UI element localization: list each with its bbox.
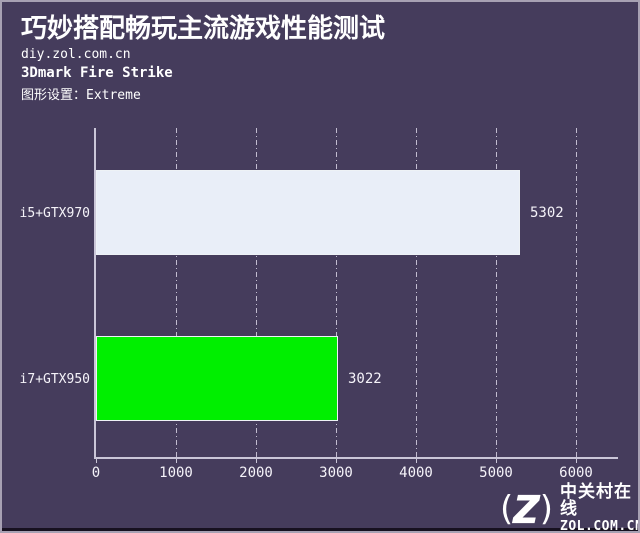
tickmark-5000: [496, 459, 497, 463]
ticklabel-1000: 1000: [159, 465, 193, 481]
ticklabel-6000: 6000: [559, 465, 593, 481]
bar-i7-gtx950: [96, 336, 338, 421]
ticklabel-3000: 3000: [319, 465, 353, 481]
gridline-5000: [496, 128, 497, 457]
graphics-setting-text: 图形设置：Extreme: [21, 88, 141, 103]
chart-title: 巧妙搭配畅玩主流游戏性能测试: [21, 14, 386, 44]
benchmark-name: 3Dmark Fire Strike: [21, 65, 173, 81]
x-axis-line: [94, 457, 618, 459]
tickmark-2000: [256, 459, 257, 463]
gridline-1000: [176, 128, 177, 457]
logo-paren-left: (: [500, 488, 514, 529]
tickmark-0: [96, 459, 97, 463]
gridline-3000: [336, 128, 337, 457]
brand-name-chinese: 中关村在线: [560, 482, 633, 519]
ticklabel-4000: 4000: [399, 465, 433, 481]
tickmark-4000: [416, 459, 417, 463]
gridline-4000: [416, 128, 417, 457]
ticklabel-2000: 2000: [239, 465, 273, 481]
category-label-i5-gtx970: i5+GTX970: [19, 206, 90, 221]
ticklabel-0: 0: [91, 465, 101, 481]
brand-name-english: ZOL.COM.CN: [560, 519, 640, 533]
gridline-2000: [256, 128, 257, 457]
value-label-i7-gtx950: 3022: [348, 371, 382, 387]
value-label-i5-gtx970: 5302: [530, 205, 564, 221]
zol-brand-text: 中关村在线 ZOL.COM.CN: [560, 482, 640, 533]
tickmark-3000: [336, 459, 337, 463]
tickmark-6000: [576, 459, 577, 463]
category-label-i7-gtx950: i7+GTX950: [19, 372, 90, 387]
zol-watermark: ( ) 中关村在线 ZOL.COM.CN: [500, 482, 640, 533]
ticklabel-5000: 5000: [479, 465, 513, 481]
zol-z-logo-icon: [512, 494, 541, 523]
bar-i5-gtx970: [96, 170, 520, 255]
gridline-6000: [576, 128, 577, 457]
site-url-text: diy.zol.com.cn: [21, 47, 131, 62]
tickmark-1000: [176, 459, 177, 463]
logo-paren-right: ): [539, 488, 554, 529]
y-axis-line: [94, 128, 96, 458]
bottom-dark-strip: [2, 528, 638, 531]
